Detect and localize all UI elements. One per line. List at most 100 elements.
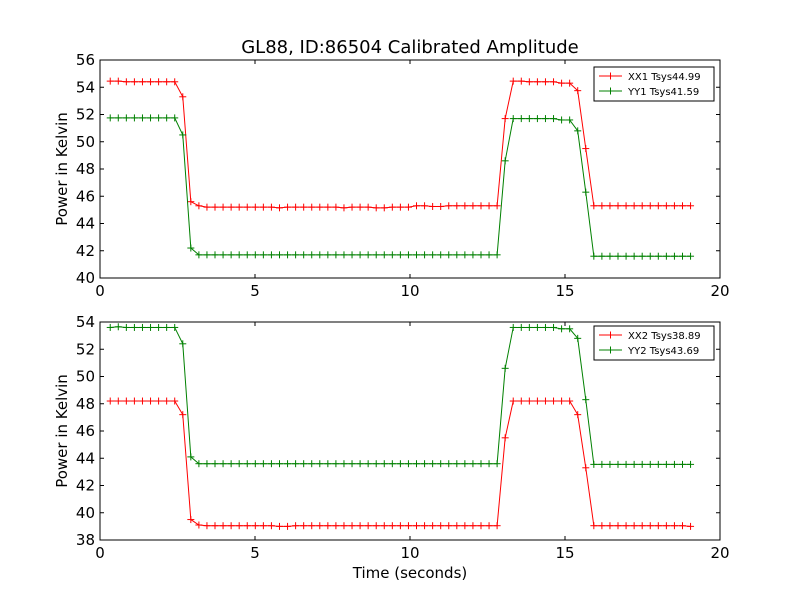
top-series-1-point xyxy=(550,115,558,123)
top-series-0-point xyxy=(662,202,670,210)
top-series-0-point xyxy=(646,202,654,210)
top-series-1-point xyxy=(485,251,493,259)
bottom-x-tick-label: 15 xyxy=(555,544,574,562)
bottom-y-tick-label: 50 xyxy=(76,368,95,386)
top-series-1-point xyxy=(461,251,469,259)
bottom-series-0-point xyxy=(332,522,340,530)
top-series-0-point xyxy=(372,204,380,212)
bottom-series-0-point xyxy=(251,522,259,530)
top-series-1-point xyxy=(646,252,654,260)
top-series-1-point xyxy=(316,251,324,259)
bottom-series-0-point xyxy=(469,522,477,530)
top-series-1-point xyxy=(413,251,421,259)
bottom-series-0-point xyxy=(461,522,469,530)
bottom-series-0-point xyxy=(171,397,179,405)
top-series-0-point xyxy=(404,203,412,211)
top-series-1-point xyxy=(437,251,445,259)
top-series-0-point xyxy=(469,202,477,210)
top-series-1-point xyxy=(396,251,404,259)
bottom-series-0-point xyxy=(324,522,332,530)
bottom-series-1-point xyxy=(670,460,678,468)
bottom-series-0-point xyxy=(388,522,396,530)
top-series-0-point xyxy=(550,78,558,86)
top-series-1-point xyxy=(179,131,187,139)
bottom-y-tick-label: 46 xyxy=(76,422,95,440)
bottom-series-0-point xyxy=(654,522,662,530)
top-series-1-point xyxy=(445,251,453,259)
bottom-series-1-point xyxy=(469,460,477,468)
bottom-series-0-point xyxy=(292,522,300,530)
top-series-1-point xyxy=(356,251,364,259)
top-series-0-point xyxy=(332,203,340,211)
top-series-1-point xyxy=(187,244,195,252)
bottom-series-0-point xyxy=(662,522,670,530)
bottom-series-1-point xyxy=(267,460,275,468)
bottom-series-1-point xyxy=(235,460,243,468)
top-plot-frame xyxy=(99,59,721,279)
top-series-1-point xyxy=(300,251,308,259)
bottom-series-1-point xyxy=(638,460,646,468)
bottom-series-1-point xyxy=(243,460,251,468)
bottom-series-0-point xyxy=(187,516,195,524)
top-y-tick-label: 52 xyxy=(76,106,95,124)
bottom-series-0-point xyxy=(421,522,429,530)
bottom-y-tick-label: 38 xyxy=(76,531,95,549)
top-series-1-point xyxy=(517,115,525,123)
bottom-series-1-point xyxy=(525,323,533,331)
bottom-series-1-point xyxy=(437,460,445,468)
chart-title: GL88, ID:86504 Calibrated Amplitude xyxy=(241,37,579,58)
top-series-1-point xyxy=(566,116,574,124)
top-legend-label-0: XX1 Tsys44.99 xyxy=(628,72,701,83)
bottom-series-0-point xyxy=(372,522,380,530)
bottom-series-1-point xyxy=(501,364,509,372)
bottom-series-0-point xyxy=(316,522,324,530)
bottom-series-0-point xyxy=(558,397,566,405)
bottom-ticks: 0 5 10 15 20 38 40 42 44 46 48 50 52 54 xyxy=(76,313,730,562)
top-series-0-point xyxy=(654,202,662,210)
bottom-series-0-point xyxy=(533,397,541,405)
top-series-0-point xyxy=(445,202,453,210)
top-x-tick-label: 15 xyxy=(555,282,574,300)
top-series-1-point xyxy=(243,251,251,259)
bottom-series-0-point xyxy=(243,522,251,530)
bottom-series-1-point xyxy=(550,323,558,331)
top-y-tick-label: 56 xyxy=(76,51,95,69)
top-series-0-point xyxy=(275,204,283,212)
bottom-series-1-point xyxy=(195,460,203,468)
bottom-series-0-point xyxy=(163,397,171,405)
bottom-series-1-point xyxy=(541,323,549,331)
bottom-series-1-point xyxy=(219,460,227,468)
bottom-series-0-point xyxy=(147,397,155,405)
bottom-series-1-point xyxy=(388,460,396,468)
bottom-series-0-point xyxy=(429,522,437,530)
bottom-x-tick-label: 0 xyxy=(95,544,105,562)
bottom-panel: 0 5 10 15 20 38 40 42 44 46 48 50 52 54 Power in Kelv… xyxy=(53,313,730,562)
bottom-series-1-point xyxy=(356,460,364,468)
top-series-0-point xyxy=(541,78,549,86)
top-series-layer xyxy=(106,77,695,260)
top-series-1-point xyxy=(614,252,622,260)
top-series-0-point xyxy=(413,202,421,210)
bottom-series-0-point xyxy=(437,522,445,530)
top-series-1-point xyxy=(574,127,582,135)
top-series-0-point xyxy=(493,202,501,210)
top-series-1-point xyxy=(533,115,541,123)
top-series-0-point xyxy=(138,78,146,86)
top-series-0-point xyxy=(179,93,187,101)
top-series-1-point xyxy=(122,114,130,122)
x-axis-label: Time (seconds) xyxy=(352,564,468,582)
bottom-series-1-point xyxy=(622,460,630,468)
top-series-0-point xyxy=(211,203,219,211)
bottom-series-1-point xyxy=(445,460,453,468)
bottom-series-0-point xyxy=(155,397,163,405)
top-series-0-point xyxy=(364,203,372,211)
top-series-1-point xyxy=(130,114,138,122)
top-series-1-point xyxy=(429,251,437,259)
top-series-1-point xyxy=(155,114,163,122)
top-series-1-point xyxy=(332,251,340,259)
top-legend-box xyxy=(593,66,715,102)
bottom-series-1-point xyxy=(324,460,332,468)
top-series-0-point xyxy=(630,202,638,210)
bottom-series-0-point xyxy=(404,522,412,530)
bottom-series-1-point xyxy=(493,460,501,468)
